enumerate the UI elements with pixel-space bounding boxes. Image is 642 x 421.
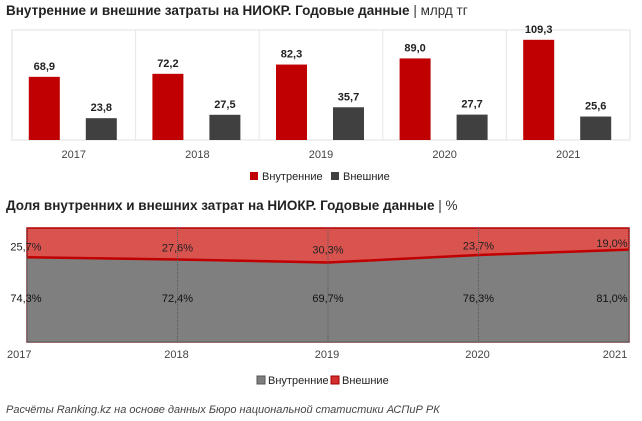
area-value-label: 27,6% — [162, 243, 193, 255]
area-value-label: 30,3% — [312, 244, 343, 256]
bar-value-label: 82,3 — [281, 49, 302, 61]
area-value-label: 69,7% — [312, 293, 343, 305]
legend-label: Внутренние — [268, 375, 329, 387]
area-value-label: 23,7% — [463, 241, 494, 253]
bar-internal — [28, 76, 60, 140]
legend-swatch — [330, 375, 340, 385]
x-tick-label: 2020 — [465, 349, 489, 361]
bar-value-label: 109,3 — [525, 24, 553, 36]
bar-internal — [523, 39, 555, 140]
bar-value-label: 68,9 — [34, 61, 55, 73]
bar-internal — [276, 64, 307, 140]
bar-external — [456, 114, 488, 140]
x-tick-label: 2019 — [315, 349, 339, 361]
x-tick-label: 2017 — [7, 349, 31, 361]
bar-external — [209, 114, 241, 140]
bar-value-label: 27,5 — [214, 99, 235, 111]
area-value-label: 76,3% — [463, 293, 494, 305]
area-value-label: 72,4% — [162, 293, 193, 305]
x-tick-label: 2020 — [432, 149, 456, 161]
bar-value-label: 35,7 — [338, 91, 359, 103]
bar-value-label: 27,7 — [461, 99, 482, 111]
area-value-label: 81,0% — [596, 293, 627, 305]
x-tick-label: 2019 — [309, 149, 333, 161]
area-chart-title: Доля внутренних и внешних затрат на НИОК… — [6, 198, 458, 213]
source-note: Расчёты Ranking.kz на основе данных Бюро… — [6, 404, 440, 416]
x-tick-label: 2021 — [603, 349, 627, 361]
legend-label: Внешние — [343, 171, 390, 183]
x-tick-label: 2018 — [185, 149, 209, 161]
bar-value-label: 89,0 — [404, 42, 425, 54]
legend-swatch — [250, 172, 258, 180]
legend-swatch — [256, 375, 266, 385]
area-value-label: 25,7% — [10, 242, 41, 254]
x-tick-label: 2017 — [62, 149, 86, 161]
bar-external — [85, 118, 117, 140]
area-value-label: 19,0% — [596, 238, 627, 250]
bar-internal — [399, 58, 431, 140]
bar-value-label: 72,2 — [157, 58, 178, 70]
bar-external — [580, 116, 612, 140]
bar-value-label: 25,6 — [585, 101, 606, 113]
x-tick-label: 2018 — [164, 349, 188, 361]
area-value-label: 74,3% — [10, 293, 41, 305]
bar-internal — [152, 73, 184, 140]
x-tick-label: 2021 — [556, 149, 580, 161]
bar-value-label: 23,8 — [91, 102, 112, 114]
legend-swatch — [331, 172, 339, 180]
bar-chart-title: Внутренние и внешние затраты на НИОКР. Г… — [6, 3, 468, 18]
bar-external — [333, 107, 364, 140]
legend-label: Внешние — [342, 375, 389, 387]
legend-label: Внутренние — [262, 171, 323, 183]
